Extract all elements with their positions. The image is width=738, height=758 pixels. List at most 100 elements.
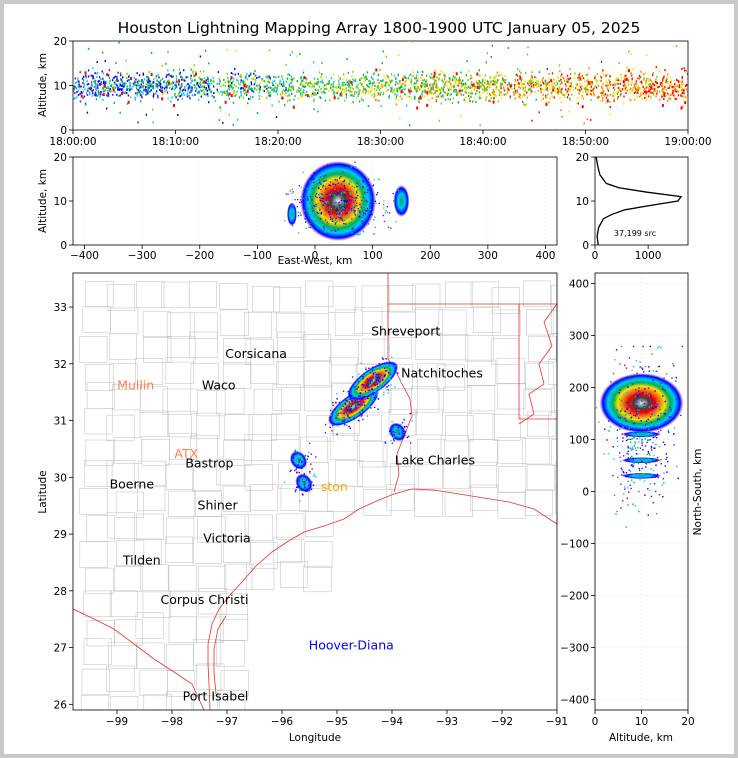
source-point: [639, 87, 641, 90]
source-point: [647, 387, 650, 389]
source-point: [348, 203, 351, 205]
source-point: [613, 88, 616, 91]
source-point: [308, 489, 310, 492]
source-point: [612, 474, 614, 477]
source-point: [407, 435, 410, 438]
source-point: [235, 78, 238, 81]
source-point: [637, 453, 639, 455]
county-outline: [389, 388, 418, 415]
source-point: [325, 219, 327, 221]
source-point: [324, 423, 327, 426]
source-point: [364, 192, 366, 194]
source-point: [74, 77, 77, 80]
county-outline: [491, 287, 520, 314]
source-point: [255, 74, 257, 77]
source-point: [447, 87, 449, 90]
source-point: [535, 84, 537, 87]
source-point: [624, 414, 626, 417]
source-point: [236, 90, 238, 93]
county-outline: [354, 307, 383, 334]
source-point: [650, 446, 653, 448]
source-point: [228, 83, 230, 86]
source-point: [358, 373, 360, 375]
latitude-tick-label: 27: [54, 643, 67, 655]
source-point: [403, 418, 405, 420]
source-point: [590, 93, 592, 96]
source-point: [628, 469, 630, 471]
source-point: [637, 85, 640, 88]
source-point: [132, 85, 134, 88]
source-point: [126, 92, 128, 94]
source-point: [342, 197, 344, 199]
source-point: [581, 84, 584, 87]
source-point: [219, 106, 221, 109]
source-point: [350, 394, 353, 397]
source-point: [224, 92, 226, 95]
source-point: [295, 489, 297, 491]
source-point: [645, 420, 648, 422]
source-point: [313, 85, 315, 88]
source-point: [352, 101, 354, 104]
source-point: [570, 73, 572, 75]
source-point: [138, 74, 141, 77]
source-point: [370, 407, 372, 409]
source-point: [139, 86, 142, 89]
source-point: [341, 81, 344, 84]
source-point: [602, 83, 604, 86]
source-point: [298, 454, 300, 456]
source-point: [549, 97, 551, 100]
source-point: [402, 433, 405, 435]
source-point: [308, 480, 310, 482]
source-point: [432, 76, 434, 79]
source-point: [536, 86, 538, 88]
source-point: [136, 87, 138, 90]
source-point: [309, 214, 311, 216]
source-point: [205, 81, 207, 84]
source-point: [634, 441, 636, 443]
source-point: [351, 207, 353, 210]
source-point: [467, 85, 470, 88]
source-point: [335, 393, 338, 395]
source-point: [613, 99, 615, 102]
source-point: [664, 413, 667, 416]
source-point: [78, 86, 81, 89]
source-point: [631, 437, 634, 440]
county-outline: [79, 541, 108, 568]
source-point: [459, 79, 461, 82]
source-point: [174, 94, 176, 97]
source-point: [652, 379, 654, 382]
source-point: [605, 101, 607, 104]
source-point: [390, 373, 392, 375]
source-point: [346, 81, 349, 84]
county-outline: [528, 335, 557, 363]
source-point: [658, 424, 660, 427]
source-point: [359, 216, 361, 219]
source-point: [90, 87, 93, 90]
source-point: [362, 180, 364, 182]
source-point: [355, 97, 358, 100]
source-point: [96, 83, 98, 86]
county-outline: [444, 490, 473, 517]
source-point: [440, 102, 442, 105]
source-point: [548, 84, 550, 87]
county-outline: [161, 281, 190, 309]
source-point: [613, 98, 615, 101]
source-point: [360, 181, 363, 183]
source-point: [289, 89, 291, 91]
source-point: [331, 430, 333, 432]
source-point: [648, 461, 650, 464]
source-point: [379, 387, 381, 390]
source-point: [485, 87, 487, 90]
source-point: [210, 79, 212, 82]
time-series-sources: [73, 41, 688, 130]
source-point: [642, 92, 644, 95]
source-point: [327, 211, 330, 213]
source-point: [211, 94, 213, 97]
source-point: [388, 96, 390, 99]
source-point: [351, 400, 353, 402]
source-point: [400, 84, 402, 87]
source-point: [87, 90, 89, 93]
place-label: Waco: [202, 377, 236, 392]
source-point: [390, 439, 392, 442]
source-point: [605, 74, 607, 77]
